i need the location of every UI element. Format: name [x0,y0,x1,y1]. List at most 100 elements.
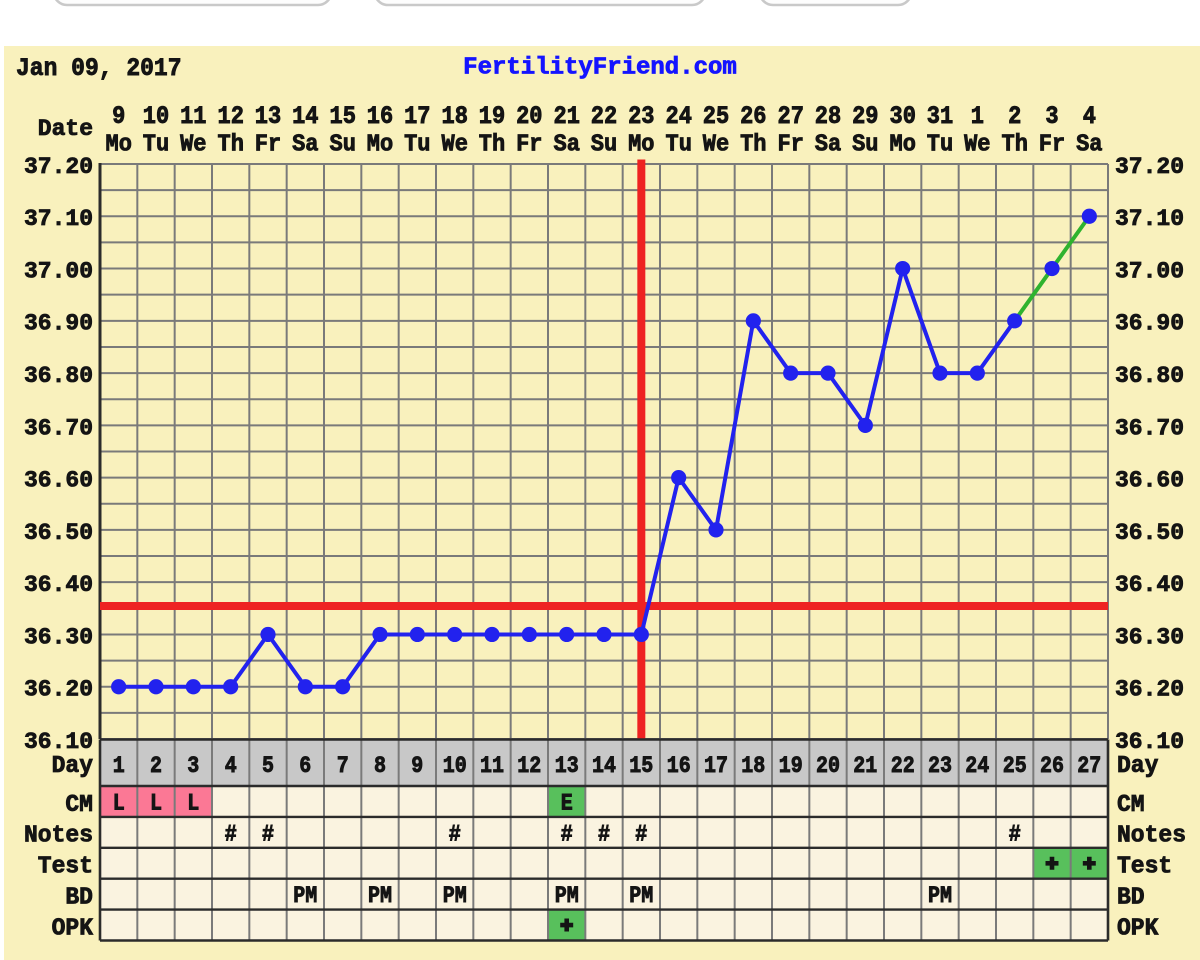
svg-text:FertilityFriend.com: FertilityFriend.com [463,55,737,82]
svg-text:24: 24 [965,754,989,780]
svg-text:OPK: OPK [1117,915,1159,943]
svg-text:16: 16 [367,104,393,131]
svg-text:Th: Th [218,131,244,158]
svg-text:#: # [635,822,647,848]
svg-text:36.80: 36.80 [1115,363,1184,389]
svg-text:3: 3 [1045,104,1058,131]
svg-text:37.00: 37.00 [1115,259,1184,285]
svg-text:6: 6 [299,754,311,780]
svg-text:PM: PM [293,884,317,910]
svg-text:Tu: Tu [143,131,169,158]
svg-text:12: 12 [517,754,541,780]
svg-text:37.20: 37.20 [24,154,93,180]
svg-text:#: # [1009,822,1021,848]
svg-text:16: 16 [667,754,691,780]
svg-text:PM: PM [368,884,392,910]
svg-text:Sa: Sa [554,131,581,158]
svg-text:Fr: Fr [778,131,804,158]
svg-text:36.20: 36.20 [24,677,93,703]
svg-text:#: # [225,822,237,848]
svg-text:Sa: Sa [292,131,319,158]
svg-text:36.60: 36.60 [24,468,93,494]
svg-text:25: 25 [703,104,729,131]
svg-text:#: # [262,822,274,848]
svg-text:10: 10 [143,104,169,131]
svg-text:27: 27 [1077,754,1101,780]
svg-text:We: We [964,131,990,158]
svg-text:4: 4 [225,754,237,780]
svg-text:23: 23 [628,104,654,131]
svg-text:Mo: Mo [628,131,654,158]
svg-text:CM: CM [1117,791,1145,819]
svg-text:PM: PM [629,884,653,910]
svg-text:PM: PM [928,884,952,910]
svg-text:Day: Day [52,753,93,781]
svg-text:15: 15 [629,754,653,780]
svg-text:36.10: 36.10 [24,729,93,755]
svg-text:26: 26 [740,104,766,131]
svg-text:Mo: Mo [106,131,132,158]
svg-text:Fr: Fr [255,131,281,158]
svg-text:36.50: 36.50 [1115,520,1184,546]
svg-text:Sa: Sa [815,131,842,158]
svg-text:28: 28 [815,104,841,131]
svg-text:#: # [561,822,573,848]
svg-text:Tu: Tu [404,131,430,158]
svg-text:E: E [561,791,573,817]
svg-text:5: 5 [262,754,274,780]
svg-text:We: We [442,131,468,158]
svg-text:36.80: 36.80 [24,363,93,389]
svg-text:2: 2 [1008,104,1021,131]
svg-text:7: 7 [337,754,349,780]
svg-text:Notes: Notes [24,822,93,850]
svg-text:36.60: 36.60 [1115,468,1184,494]
svg-text:37.00: 37.00 [24,259,93,285]
svg-text:4: 4 [1083,104,1096,131]
svg-text:Mo: Mo [890,131,916,158]
svg-text:PM: PM [443,884,467,910]
svg-text:L: L [187,791,199,817]
svg-text:36.10: 36.10 [1115,729,1184,755]
svg-text:BD: BD [65,884,93,912]
svg-text:21: 21 [853,754,877,780]
svg-text:Day: Day [1117,753,1158,781]
svg-text:Notes: Notes [1117,822,1186,850]
svg-text:Tu: Tu [666,131,692,158]
svg-text:13: 13 [555,754,579,780]
svg-text:24: 24 [665,104,691,131]
svg-text:8: 8 [374,754,386,780]
svg-text:25: 25 [1003,754,1027,780]
svg-text:37.10: 37.10 [1115,206,1184,232]
svg-text:PM: PM [555,884,579,910]
svg-text:14: 14 [292,104,318,131]
svg-text:Su: Su [591,131,617,158]
svg-text:Th: Th [740,131,766,158]
svg-text:Fr: Fr [1039,131,1065,158]
svg-text:We: We [703,131,729,158]
svg-text:We: We [180,131,206,158]
svg-text:13: 13 [255,104,281,131]
svg-text:Date: Date [38,116,93,142]
svg-text:#: # [449,822,461,848]
svg-text:36.40: 36.40 [1115,572,1184,598]
svg-text:20: 20 [516,104,542,131]
svg-text:Fr: Fr [516,131,542,158]
svg-text:17: 17 [704,754,728,780]
svg-text:19: 19 [779,754,803,780]
svg-text:31: 31 [927,104,953,131]
svg-text:OPK: OPK [52,915,94,943]
svg-text:36.70: 36.70 [1115,415,1184,441]
svg-text:Jan 09, 2017: Jan 09, 2017 [16,55,181,83]
svg-text:36.40: 36.40 [24,572,93,598]
svg-text:BD: BD [1117,884,1145,912]
svg-text:Su: Su [852,131,878,158]
svg-text:L: L [150,791,162,817]
svg-text:Su: Su [330,131,356,158]
svg-text:Test: Test [1117,853,1172,881]
svg-text:Sa: Sa [1076,131,1103,158]
svg-text:26: 26 [1040,754,1064,780]
svg-text:22: 22 [891,754,915,780]
svg-text:L: L [113,791,125,817]
svg-text:#: # [598,822,610,848]
svg-text:23: 23 [928,754,952,780]
